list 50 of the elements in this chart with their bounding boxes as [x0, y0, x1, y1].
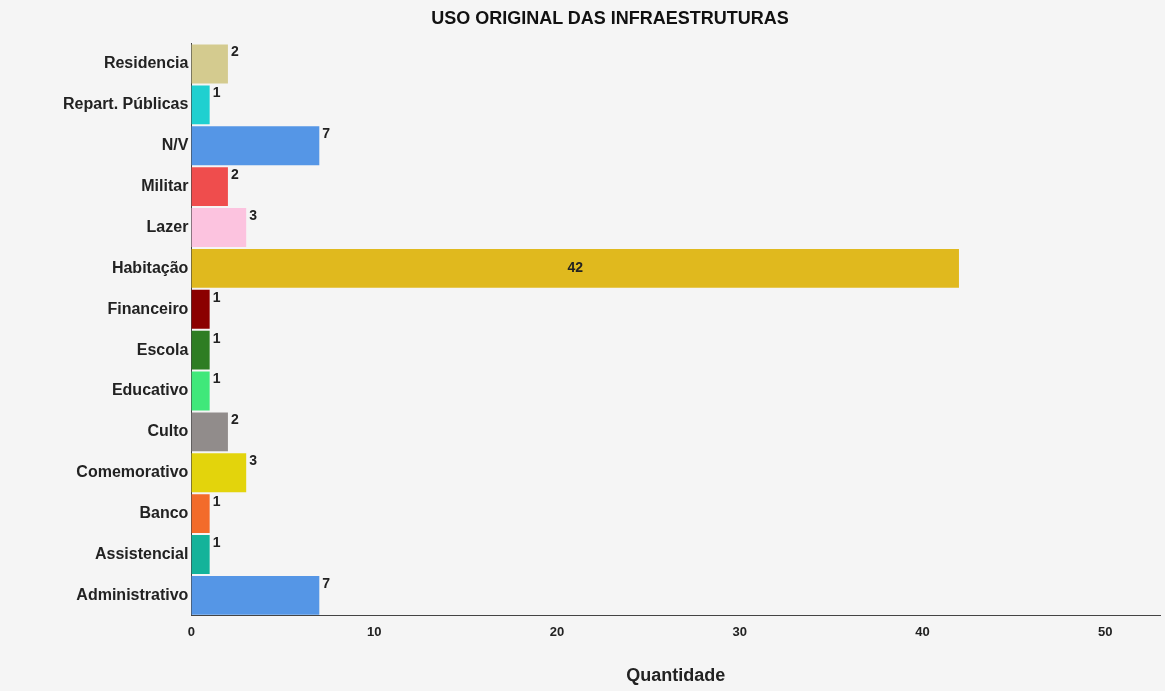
data-label: 1: [212, 329, 221, 346]
bar: [191, 44, 228, 84]
x-tick-label: 30: [732, 624, 747, 640]
bar: [191, 85, 210, 125]
y-tick-label: Culto: [147, 422, 189, 440]
y-tick-label: Assistencial: [94, 544, 189, 562]
y-tick-label: Financeiro: [107, 299, 189, 317]
y-tick-label: Lazer: [146, 217, 189, 235]
y-tick-label: N/V: [161, 136, 189, 154]
x-tick-label: 40: [915, 624, 930, 640]
y-tick-label: Educativo: [111, 381, 189, 399]
y-tick-label: Banco: [139, 504, 189, 522]
data-label: 1: [212, 288, 221, 305]
data-label: 7: [322, 125, 331, 142]
data-label: 2: [230, 411, 239, 428]
bar: [191, 248, 959, 288]
bar: [191, 494, 210, 534]
data-label: 2: [230, 43, 239, 60]
bar: [191, 453, 247, 493]
y-tick-label: Residencia: [103, 54, 189, 72]
data-label: 1: [212, 533, 221, 550]
x-axis-title: Quantidade: [626, 665, 726, 686]
x-tick-label: 20: [549, 624, 565, 640]
chart-title: USO ORIGINAL DAS INFRAESTRUTURAS: [431, 7, 789, 28]
x-tick-label: 50: [1097, 624, 1113, 640]
bar: [191, 330, 210, 370]
bar: [191, 575, 320, 615]
bar: [191, 167, 228, 207]
bar: [191, 371, 210, 411]
y-tick-label: Habitação: [111, 258, 189, 276]
bar: [191, 208, 247, 247]
bar: [191, 289, 210, 329]
y-tick-label: Repart. Públicas: [63, 95, 189, 113]
data-label: 1: [212, 370, 221, 387]
data-label: 7: [322, 574, 331, 591]
bar: [191, 126, 320, 166]
bar: [191, 535, 210, 574]
x-tick-label: 10: [366, 624, 382, 640]
y-tick-label: Escola: [136, 340, 189, 358]
bar: [191, 412, 228, 452]
data-label: 2: [230, 166, 239, 183]
data-label: 3: [249, 452, 258, 469]
data-label: 42: [567, 259, 584, 276]
data-label: 3: [249, 206, 258, 223]
y-tick-label: Comemorativo: [76, 463, 189, 481]
data-label: 1: [212, 493, 221, 510]
x-tick-label: 0: [187, 624, 195, 640]
y-tick-label: Administrativo: [76, 585, 189, 603]
y-tick-label: Militar: [141, 177, 189, 195]
data-label: 1: [212, 84, 221, 101]
